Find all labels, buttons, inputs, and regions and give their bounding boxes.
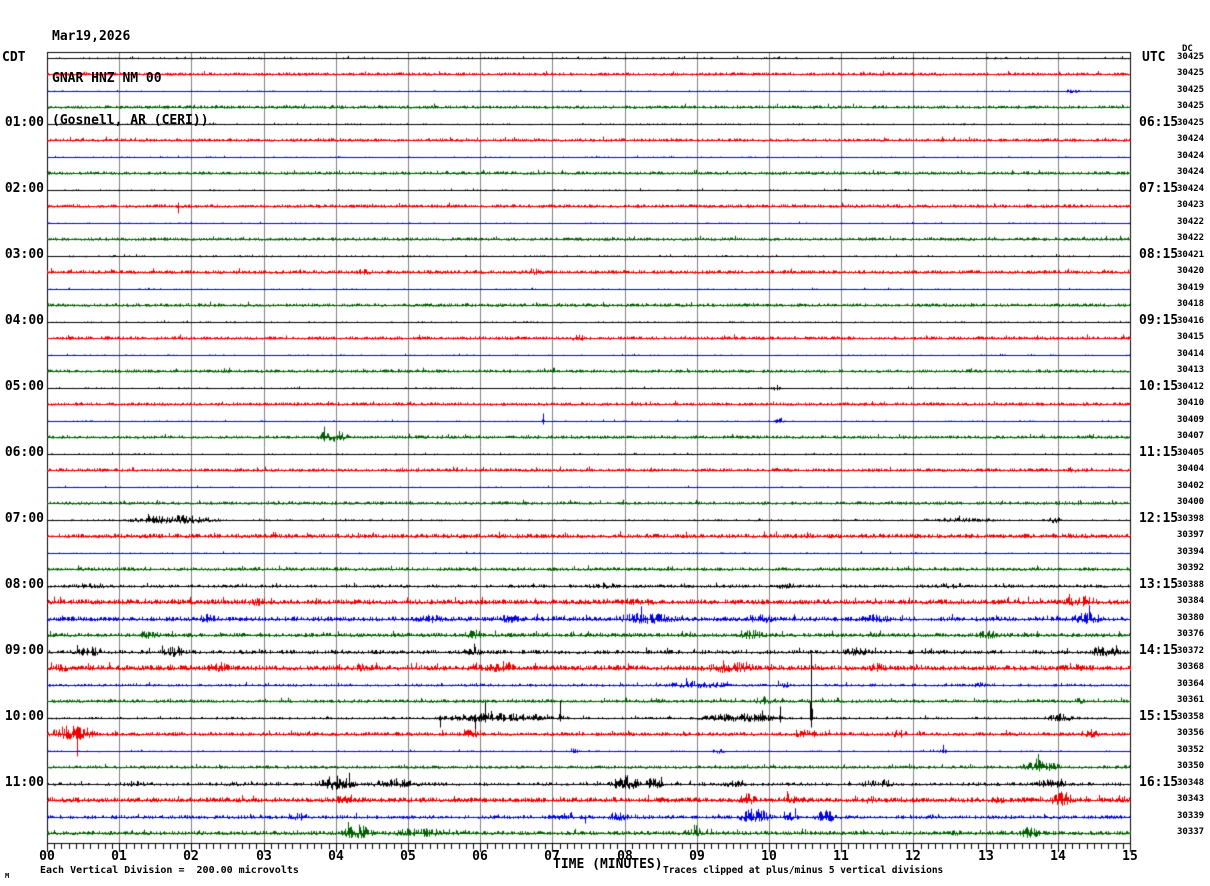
left-timezone-label: CDT (2, 50, 26, 65)
corner-mark: M (5, 872, 10, 880)
x-tick-label: 00 (39, 849, 55, 864)
x-tick-label: 13 (978, 849, 994, 864)
dc-value: 30350 (1177, 761, 1205, 771)
dc-value: 30412 (1177, 382, 1205, 392)
dc-value: 30404 (1177, 464, 1205, 474)
dc-value: 30352 (1177, 745, 1205, 755)
dc-column-label: DC (1182, 44, 1193, 54)
utc-time-label: 16:15 (1139, 775, 1179, 790)
x-tick-label: 08 (617, 849, 633, 864)
dc-value: 30425 (1177, 52, 1205, 62)
cdt-time-label: 05:00 (4, 379, 44, 394)
dc-value: 30397 (1177, 530, 1205, 540)
plot-header: Mar19,2026 GNAR HNZ NM 00 (Gosnell, AR (… (52, 2, 209, 156)
right-timezone-label: UTC (1142, 50, 1166, 65)
header-date: Mar19,2026 (52, 29, 131, 44)
dc-value: 30425 (1177, 68, 1205, 78)
cdt-time-label: 04:00 (4, 313, 44, 328)
x-tick-label: 07 (544, 849, 560, 864)
utc-time-label: 11:15 (1139, 445, 1179, 460)
dc-value: 30392 (1177, 563, 1205, 573)
dc-value: 30364 (1177, 679, 1205, 689)
cdt-time-label: 02:00 (4, 181, 44, 196)
dc-value: 30422 (1177, 217, 1205, 227)
dc-value: 30348 (1177, 778, 1205, 788)
x-tick-label: 09 (689, 849, 705, 864)
dc-value: 30337 (1177, 827, 1205, 837)
dc-value: 30420 (1177, 266, 1205, 276)
x-tick-label: 10 (761, 849, 777, 864)
utc-time-label: 13:15 (1139, 577, 1179, 592)
dc-value: 30361 (1177, 695, 1205, 705)
cdt-time-label: 03:00 (4, 247, 44, 262)
utc-time-label: 07:15 (1139, 181, 1179, 196)
dc-value: 30372 (1177, 646, 1205, 656)
x-tick-label: 04 (328, 849, 344, 864)
utc-time-label: 14:15 (1139, 643, 1179, 658)
dc-value: 30343 (1177, 794, 1205, 804)
clip-note: Traces clipped at plus/minus 5 vertical … (663, 865, 944, 876)
dc-value: 30423 (1177, 200, 1205, 210)
dc-value: 30424 (1177, 167, 1205, 177)
x-tick-label: 01 (111, 849, 127, 864)
utc-time-label: 06:15 (1139, 115, 1179, 130)
x-tick-label: 02 (183, 849, 199, 864)
dc-value: 30422 (1177, 233, 1205, 243)
dc-value: 30376 (1177, 629, 1205, 639)
dc-value: 30424 (1177, 151, 1205, 161)
header-location: (Gosnell, AR (CERI)) (52, 113, 209, 128)
dc-value: 30356 (1177, 728, 1205, 738)
x-tick-label: 03 (256, 849, 272, 864)
dc-value: 30421 (1177, 250, 1205, 260)
dc-value: 30400 (1177, 497, 1205, 507)
utc-time-label: 10:15 (1139, 379, 1179, 394)
x-tick-label: 06 (472, 849, 488, 864)
dc-value: 30368 (1177, 662, 1205, 672)
dc-value: 30425 (1177, 85, 1205, 95)
scale-note: Each Vertical Division = 200.00 microvol… (40, 865, 299, 876)
header-station: GNAR HNZ NM 00 (52, 71, 162, 86)
cdt-time-label: 06:00 (4, 445, 44, 460)
utc-time-label: 12:15 (1139, 511, 1179, 526)
cdt-time-label: 08:00 (4, 577, 44, 592)
dc-value: 30388 (1177, 580, 1205, 590)
dc-value: 30419 (1177, 283, 1205, 293)
x-tick-label: 11 (833, 849, 849, 864)
dc-value: 30414 (1177, 349, 1205, 359)
dc-value: 30358 (1177, 712, 1205, 722)
dc-value: 30410 (1177, 398, 1205, 408)
utc-time-label: 09:15 (1139, 313, 1179, 328)
dc-value: 30409 (1177, 415, 1205, 425)
dc-value: 30425 (1177, 101, 1205, 111)
cdt-time-label: 10:00 (4, 709, 44, 724)
dc-value: 30402 (1177, 481, 1205, 491)
x-tick-label: 05 (400, 849, 416, 864)
x-tick-label: 12 (905, 849, 921, 864)
cdt-time-label: 09:00 (4, 643, 44, 658)
x-axis-title: TIME (MINUTES) (553, 857, 663, 872)
dc-value: 30405 (1177, 448, 1205, 458)
x-tick-label: 15 (1122, 849, 1138, 864)
utc-time-label: 08:15 (1139, 247, 1179, 262)
dc-value: 30407 (1177, 431, 1205, 441)
cdt-time-label: 07:00 (4, 511, 44, 526)
cdt-time-label: 01:00 (4, 115, 44, 130)
dc-value: 30425 (1177, 118, 1205, 128)
dc-value: 30398 (1177, 514, 1205, 524)
dc-value: 30339 (1177, 811, 1205, 821)
dc-value: 30424 (1177, 134, 1205, 144)
x-tick-label: 14 (1050, 849, 1066, 864)
utc-time-label: 15:15 (1139, 709, 1179, 724)
dc-value: 30415 (1177, 332, 1205, 342)
dc-value: 30416 (1177, 316, 1205, 326)
dc-value: 30394 (1177, 547, 1205, 557)
dc-value: 30418 (1177, 299, 1205, 309)
dc-value: 30384 (1177, 596, 1205, 606)
dc-value: 30424 (1177, 184, 1205, 194)
dc-value: 30380 (1177, 613, 1205, 623)
cdt-time-label: 11:00 (4, 775, 44, 790)
dc-value: 30413 (1177, 365, 1205, 375)
